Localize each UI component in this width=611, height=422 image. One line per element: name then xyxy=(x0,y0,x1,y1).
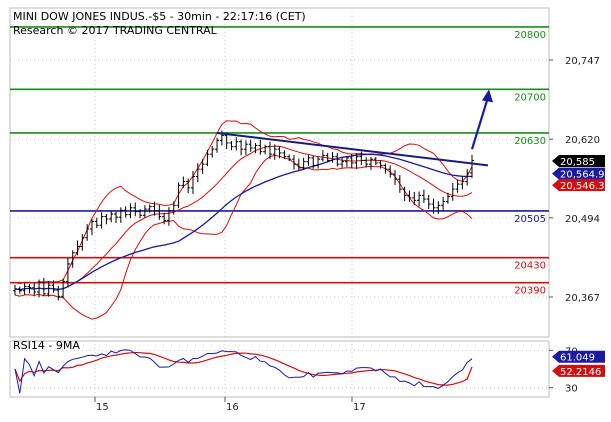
rsi-title: RSI14 - 9MA xyxy=(13,339,80,352)
level-label-20800: 20800 xyxy=(514,30,546,41)
price-badge-label: 20,564.9 xyxy=(560,170,605,181)
rsi-badge-label: 61.049 xyxy=(560,353,595,364)
y-axis: 20,747 20,620 20,494 20,367 xyxy=(549,56,600,304)
y-tick-label: 20,620 xyxy=(565,135,600,146)
rsi-panel-frame xyxy=(9,340,550,398)
rsi-badge-shape xyxy=(552,350,605,363)
ma-line xyxy=(14,153,472,291)
rsi-badge-shape xyxy=(552,364,605,377)
x-tick-label: 16 xyxy=(226,402,239,413)
price-badge-shape xyxy=(552,167,605,180)
price-badge-1: 20,564.9 xyxy=(552,167,605,181)
rsi-badge-1: 52.2146 xyxy=(552,364,605,378)
level-lines: 20800 20700 20630 20505 20430 20390 xyxy=(10,26,549,297)
y-tick-label: 20,494 xyxy=(565,214,600,225)
bollinger-bands xyxy=(14,120,473,320)
trendline-and-arrow xyxy=(216,89,493,167)
level-label-20505: 20505 xyxy=(514,214,546,225)
rsi-ma-line xyxy=(14,351,473,386)
projection-arrow-head xyxy=(482,89,493,103)
bollinger-lower xyxy=(14,154,473,320)
grid-layer xyxy=(10,8,549,397)
bollinger-middle xyxy=(14,145,473,291)
price-badge-2: 20,546.3 xyxy=(552,179,605,192)
level-label-20390: 20390 xyxy=(514,286,546,297)
bollinger-upper xyxy=(14,120,473,285)
moving-average xyxy=(14,153,472,291)
x-axis: 15 16 17 xyxy=(94,397,366,413)
chart-copyright: Research © 2017 TRADING CENTRAL xyxy=(13,24,218,37)
price-badge-label: 20,546.3 xyxy=(560,181,605,192)
x-tick-label: 17 xyxy=(353,402,366,413)
price-badge-shape xyxy=(552,155,605,168)
chart-title: MINI DOW JONES INDUS.-$5 - 30min - 22:17… xyxy=(13,10,306,23)
rsi-badge-0: 61.049 xyxy=(552,350,605,364)
price-badge-label: 20,585 xyxy=(560,157,595,168)
resistance-trendline xyxy=(216,131,489,167)
level-label-20430: 20430 xyxy=(514,261,546,272)
y-tick-label: 20,747 xyxy=(565,56,600,67)
level-label-20700: 20700 xyxy=(514,92,546,103)
candlesticks xyxy=(13,130,474,301)
price-badges: 20,585 20,564.920,546.3 xyxy=(552,155,605,192)
price-badge-0: 20,585 xyxy=(552,155,605,168)
rsi-badge-label: 52.2146 xyxy=(560,367,601,378)
projection-arrow-shaft xyxy=(470,100,489,150)
rsi-line xyxy=(14,349,473,394)
rsi-tick-label: 30 xyxy=(565,384,578,395)
level-label-20630: 20630 xyxy=(514,136,546,147)
price-badge-shape xyxy=(552,179,605,192)
x-tick-label: 15 xyxy=(96,402,109,413)
y-tick-label: 20,367 xyxy=(565,293,600,304)
